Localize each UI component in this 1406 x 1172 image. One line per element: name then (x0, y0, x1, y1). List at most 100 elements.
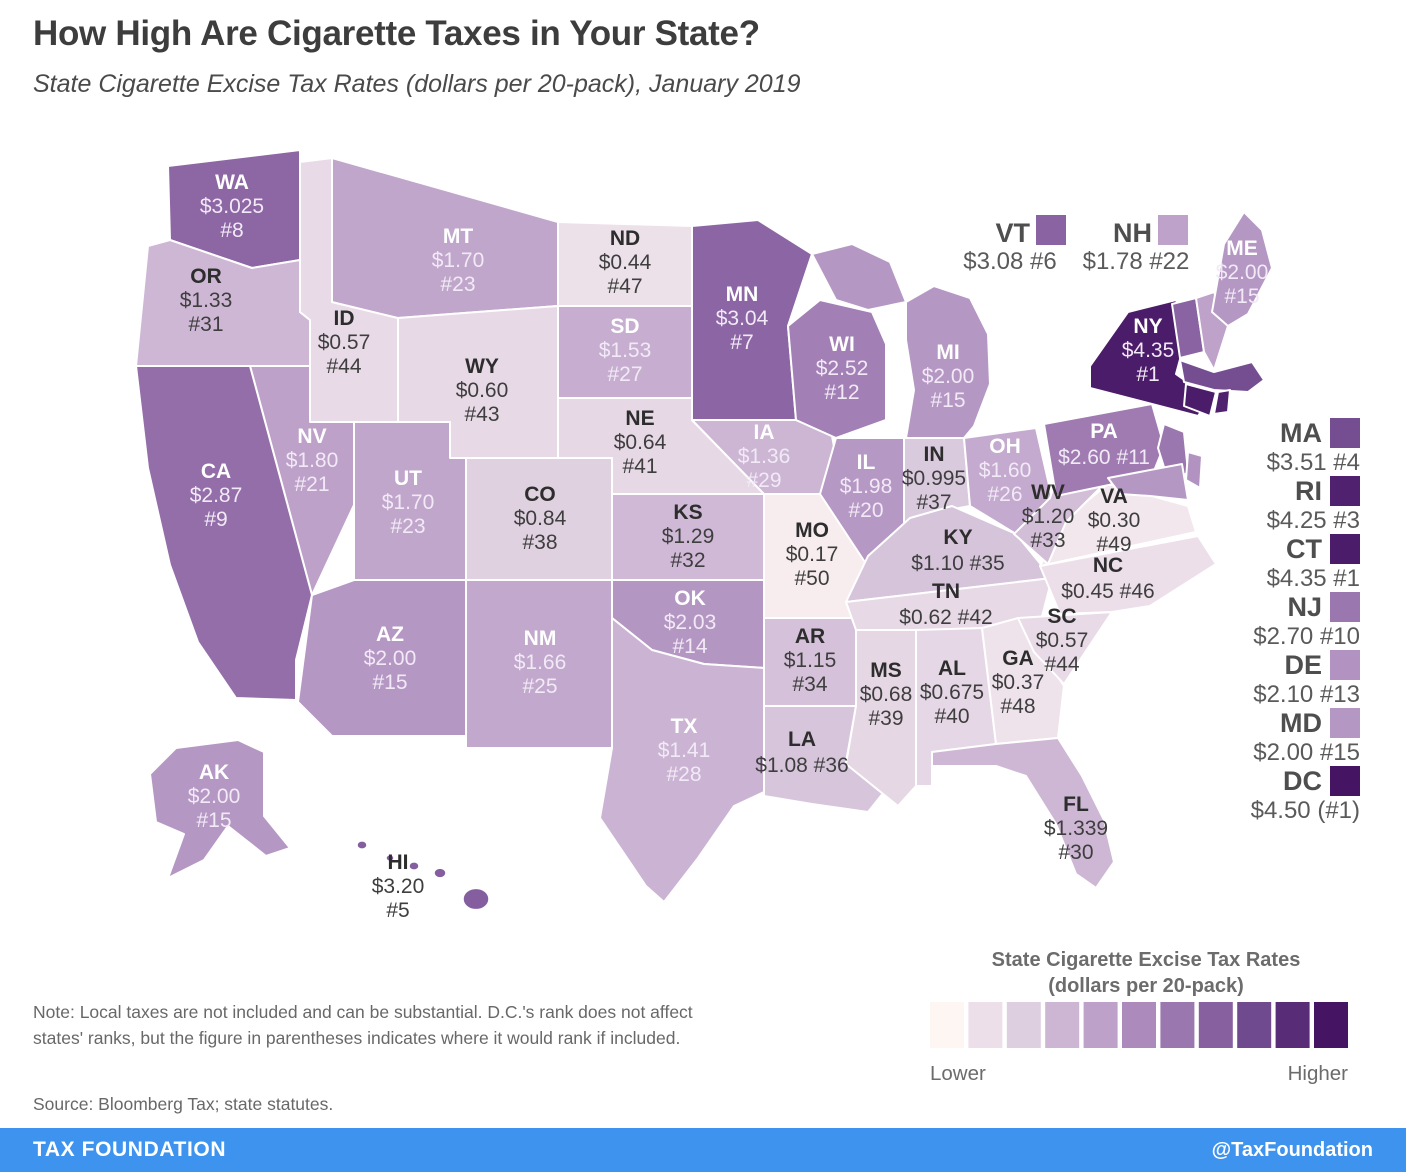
side-label-value-NJ: $2.70 #10 (1253, 623, 1360, 650)
legend-swatch-4 (1083, 1002, 1118, 1048)
state-label-TN: TN (932, 580, 960, 603)
state-label-AK: $2.00 (188, 785, 241, 808)
state-ME (1211, 211, 1273, 327)
state-label-FL: #30 (1058, 841, 1093, 864)
state-label-SC: SC (1047, 605, 1076, 628)
state-label-IA: #29 (746, 469, 781, 492)
state-label-KY: KY (943, 526, 972, 549)
state-label-PA: PA (1090, 420, 1118, 443)
state-label-WI: $2.52 (816, 357, 869, 380)
state-label-WI: WI (829, 333, 855, 356)
state-label-OH: $1.60 (979, 459, 1032, 482)
state-label-CA: $2.87 (190, 484, 243, 507)
state-label-ID: $0.57 (318, 331, 371, 354)
source-text: Source: Bloomberg Tax; state statutes. (33, 1094, 334, 1114)
state-label-WI: #12 (824, 381, 859, 404)
state-label-WA: #8 (220, 219, 243, 242)
state-label-MN: MN (726, 283, 759, 306)
state-label-KS: $1.29 (662, 525, 715, 548)
state-NC (1039, 535, 1217, 615)
legend-swatch-9 (1275, 1002, 1310, 1048)
state-label-FL: $1.339 (1044, 817, 1108, 840)
states-layer: WA$3.025#8OR$1.33#31 ID$0.57#44MT$1.70#23… (135, 149, 1273, 922)
state-label-WA: WA (215, 171, 249, 194)
brand-logo-text: TAX FOUNDATION (33, 1138, 227, 1161)
twitter-handle-link[interactable]: @TaxFoundation (1211, 1138, 1373, 1161)
side-label-abbr-VT: VT (995, 218, 1030, 248)
state-label-OR: #31 (188, 313, 223, 336)
state-label-NM: #25 (522, 675, 557, 698)
state-TX (599, 617, 765, 903)
state-label-OH: OH (989, 435, 1021, 458)
side-swatch-RI (1330, 476, 1360, 506)
side-label-abbr-RI: RI (1295, 476, 1322, 506)
state-label-UT: UT (394, 467, 422, 490)
state-label-SD: $1.53 (599, 339, 652, 362)
state-label-GA: $0.37 (992, 671, 1045, 694)
footer-bar: TAX FOUNDATION @TaxFoundation (0, 1128, 1406, 1172)
state-label-FL: FL (1063, 793, 1089, 816)
state-label-AR: $1.15 (784, 649, 837, 672)
legend-swatch-1 (968, 1002, 1003, 1048)
state-label-IA: IA (754, 421, 775, 444)
legend-swatch-3 (1045, 1002, 1080, 1048)
state-CA (135, 365, 313, 701)
side-label-value-NH: $1.78 #22 (1083, 248, 1190, 275)
state-label-KY: $1.10 #35 (911, 552, 1004, 575)
state-CT (1183, 383, 1217, 417)
state-label-OH: #26 (987, 483, 1022, 506)
state-label-AZ: AZ (376, 623, 404, 646)
state-MD (1107, 463, 1189, 501)
state-label-UT: $1.70 (382, 491, 435, 514)
state-label-OK: OK (674, 587, 706, 610)
legend: State Cigarette Excise Tax Rates (dollar… (930, 949, 1348, 1085)
state-label-WA: $3.025 (200, 195, 264, 218)
side-label-abbr-NJ: NJ (1287, 592, 1322, 622)
state-label-MN: #7 (730, 331, 753, 354)
state-FL (931, 737, 1115, 889)
state-label-SD: #27 (607, 363, 642, 386)
side-label-value-DC: $4.50 (#1) (1251, 797, 1360, 824)
state-label-IN: $0.995 (902, 467, 966, 490)
state-label-WV: $1.20 (1022, 505, 1075, 528)
state-label-TX: TX (671, 715, 698, 738)
state-label-WV: WV (1031, 481, 1065, 504)
legend-lower-label: Lower (930, 1062, 986, 1085)
state-label-OR: $1.33 (180, 289, 233, 312)
state-label-NV: #21 (294, 473, 329, 496)
state-label-NY: #1 (1136, 363, 1159, 386)
state-label-OR: OR (190, 265, 222, 288)
state-label-AR: AR (795, 625, 825, 648)
side-label-value-MD: $2.00 #15 (1253, 739, 1360, 766)
state-MI (811, 243, 907, 311)
state-label-ME: #15 (1224, 285, 1259, 308)
state-label-NY: NY (1133, 315, 1162, 338)
state-label-OK: $2.03 (664, 611, 717, 634)
legend-swatch-8 (1237, 1002, 1272, 1048)
legend-title-line2: (dollars per 20-pack) (1048, 975, 1244, 997)
legend-title-line1: State Cigarette Excise Tax Rates (992, 949, 1301, 971)
state-label-ND: $0.44 (599, 251, 652, 274)
state-label-MN: $3.04 (716, 307, 769, 330)
side-label-value-RI: $4.25 #3 (1267, 507, 1360, 534)
state-label-WY: $0.60 (456, 379, 509, 402)
state-label-MS: MS (870, 659, 902, 682)
side-label-abbr-MA: MA (1280, 418, 1322, 448)
legend-swatch-2 (1006, 1002, 1041, 1048)
state-label-NM: NM (524, 627, 557, 650)
side-label-value-MA: $3.51 #4 (1267, 449, 1360, 476)
state-label-MS: $0.68 (860, 683, 913, 706)
state-label-ID: #44 (326, 355, 361, 378)
side-swatch-NH (1158, 215, 1188, 245)
state-GA (981, 617, 1065, 745)
side-swatch-VT (1036, 215, 1066, 245)
state-label-ND: ND (610, 227, 640, 250)
side-label-abbr-MD: MD (1280, 708, 1322, 738)
state-label-IL: IL (857, 451, 876, 474)
state-label-WY: WY (465, 355, 499, 378)
state-label-SC: $0.57 (1036, 629, 1089, 652)
state-label-IL: $1.98 (840, 475, 893, 498)
state-label-IN: #37 (916, 491, 951, 514)
